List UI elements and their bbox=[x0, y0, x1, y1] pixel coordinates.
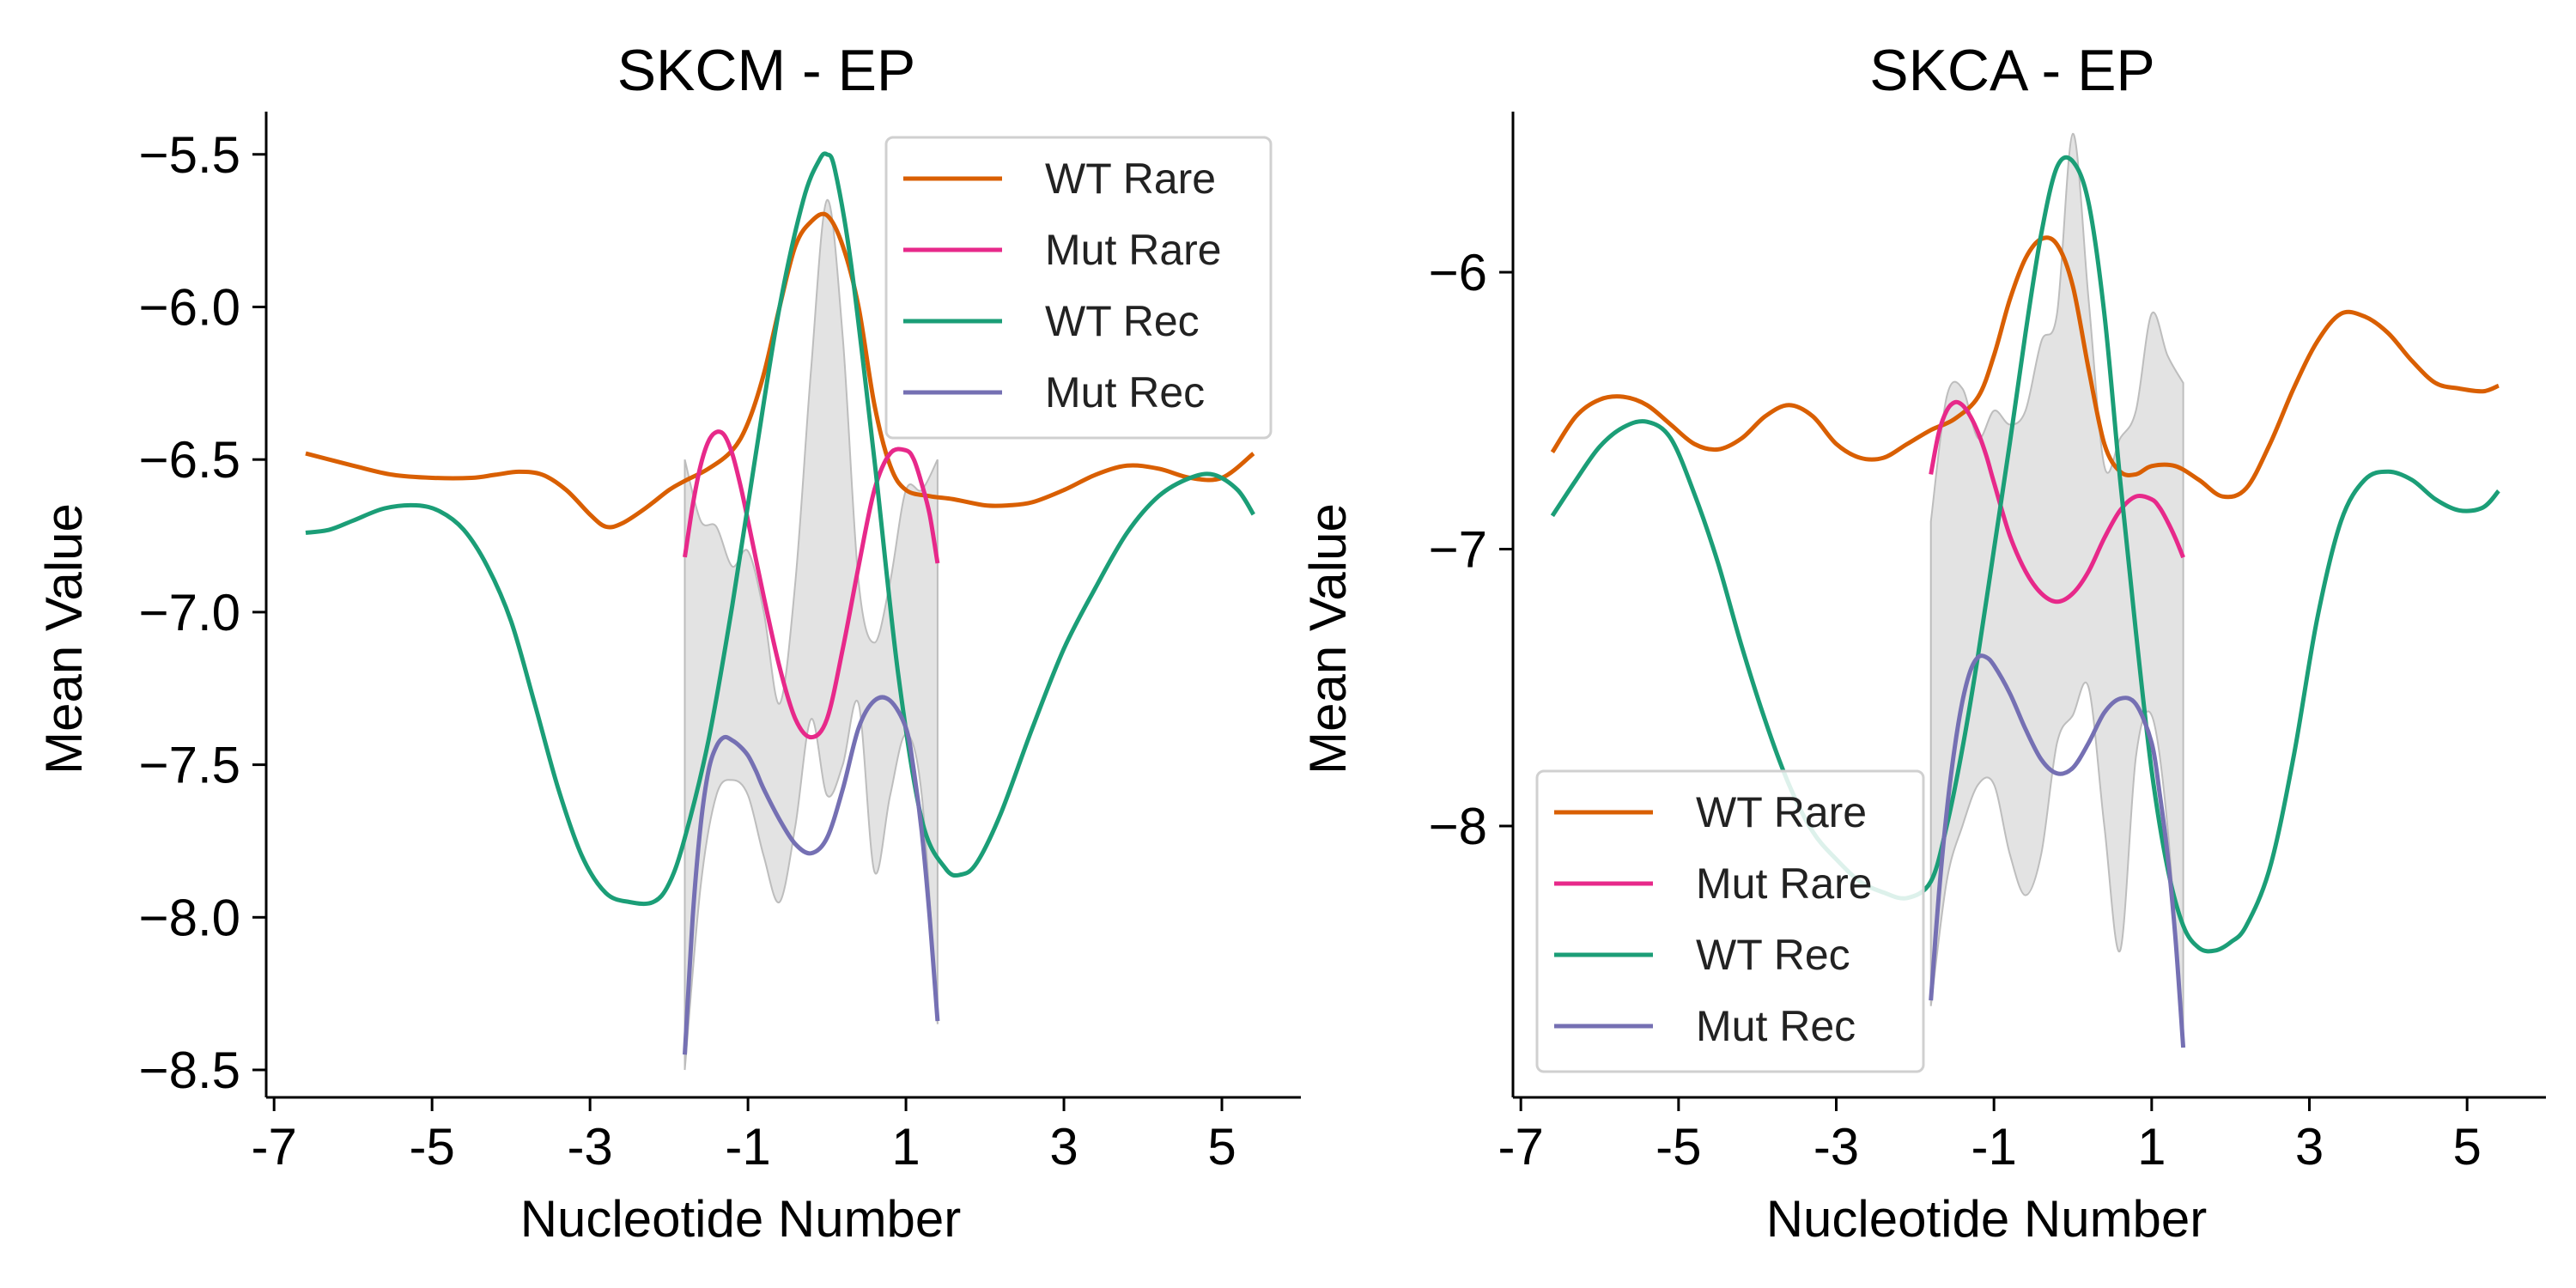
chart-panel-2: SKCA - EP -7 -5 -3 -1 1 3 5 −6 −7 −8 Nucleotide Num… bbox=[1299, 38, 2546, 1248]
x-tick-label: -1 bbox=[725, 1118, 770, 1176]
series-line-mut-rec bbox=[1929, 653, 2186, 1048]
y-tick-label: −7.5 bbox=[139, 737, 240, 794]
series-line-wt-rare bbox=[1550, 235, 2500, 500]
legend: WT Rare Mut Rare WT Rec Mut Rec bbox=[884, 136, 1273, 440]
y-axis-label: Mean Value bbox=[1299, 503, 1357, 775]
x-tick-label: -1 bbox=[1971, 1118, 2016, 1176]
x-tick-label: 5 bbox=[2452, 1118, 2481, 1176]
legend: WT Rare Mut Rare WT Rec Mut Rec bbox=[1535, 769, 1925, 1073]
legend-box bbox=[884, 136, 1273, 440]
x-tick-label: -3 bbox=[1814, 1118, 1859, 1176]
x-axis-label: Nucleotide Number bbox=[520, 1190, 962, 1248]
x-tick-label: 1 bbox=[891, 1118, 920, 1176]
x-tick-label: -5 bbox=[409, 1118, 454, 1176]
series-line-mut-rare bbox=[1929, 399, 2185, 605]
legend-label: Mut Rare bbox=[1045, 226, 1222, 274]
series-line-wt-rec bbox=[1550, 155, 2500, 954]
series-line-mut-rec bbox=[683, 695, 940, 1055]
x-axis-label: Nucleotide Number bbox=[1766, 1190, 2208, 1248]
chart-title: SKCM - EP bbox=[617, 38, 916, 103]
legend-label: Mut Rec bbox=[1696, 1002, 1856, 1050]
x-tick-label: -3 bbox=[567, 1118, 612, 1176]
legend-label: WT Rare bbox=[1696, 788, 1867, 836]
y-tick-label: −6.0 bbox=[139, 278, 240, 336]
y-tick-label: −6.5 bbox=[139, 431, 240, 489]
legend-label: WT Rec bbox=[1045, 297, 1200, 345]
y-tick-label: −8.5 bbox=[139, 1042, 240, 1099]
legend-label: Mut Rare bbox=[1696, 860, 1873, 908]
y-tick-label: −8.0 bbox=[139, 889, 240, 946]
x-tick-label: 1 bbox=[2137, 1118, 2166, 1176]
chart-title: SKCA - EP bbox=[1869, 38, 2155, 103]
x-tick-label: -7 bbox=[1498, 1118, 1544, 1176]
chart-panel-1: SKCM - EP -7 -5 -3 -1 1 3 5 −5.5 −6.0 −6.5 −7.0 −7.5… bbox=[35, 38, 1301, 1248]
confidence-band bbox=[683, 199, 939, 1071]
x-tick-label: 5 bbox=[1207, 1118, 1236, 1176]
x-tick-label: 3 bbox=[1049, 1118, 1078, 1176]
legend-label: Mut Rec bbox=[1045, 368, 1205, 416]
y-tick-label: −7 bbox=[1429, 521, 1487, 579]
series-line-mut-rare bbox=[683, 429, 940, 740]
y-tick-label: −6 bbox=[1429, 244, 1487, 301]
legend-label: WT Rare bbox=[1045, 155, 1216, 203]
y-tick-label: −7.0 bbox=[139, 584, 240, 641]
y-tick-label: −8 bbox=[1429, 798, 1487, 855]
y-tick-label: −5.5 bbox=[139, 126, 240, 184]
legend-label: WT Rec bbox=[1696, 931, 1850, 979]
series-line-wt-rec bbox=[305, 151, 1255, 907]
x-tick-label: 3 bbox=[2295, 1118, 2324, 1176]
x-tick-label: -7 bbox=[252, 1118, 297, 1176]
confidence-band bbox=[1929, 132, 2184, 1048]
x-tick-label: -5 bbox=[1656, 1118, 1701, 1176]
y-axis-label: Mean Value bbox=[35, 503, 93, 775]
legend-box bbox=[1535, 769, 1925, 1073]
